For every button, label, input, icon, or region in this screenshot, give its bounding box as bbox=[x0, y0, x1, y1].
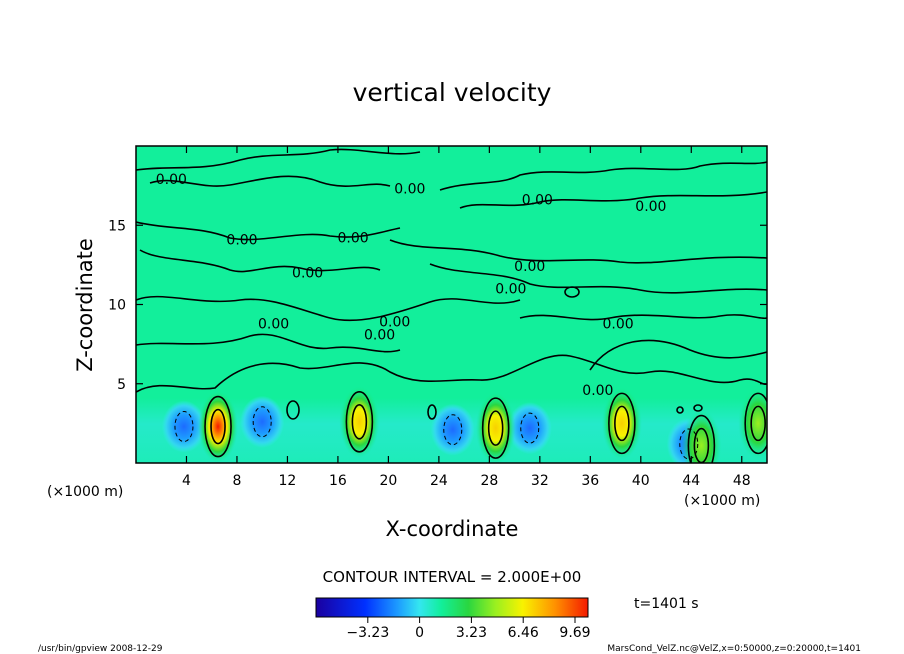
x-tick-label: 20 bbox=[379, 473, 397, 489]
downdraft-contour bbox=[252, 406, 272, 438]
updraft-cell bbox=[738, 387, 767, 460]
contour-label: 0.00 bbox=[514, 259, 545, 275]
updraft-inner-contour bbox=[351, 403, 368, 440]
contour-interval: CONTOUR INTERVAL = 2.000E+00 bbox=[323, 568, 582, 586]
updraft-cell bbox=[681, 409, 722, 463]
colorbar-tick-label: 0 bbox=[415, 625, 424, 641]
downdraft-cell bbox=[240, 395, 285, 448]
contour-loop bbox=[693, 404, 703, 412]
contour-line bbox=[136, 333, 401, 353]
contour-label: 0.00 bbox=[364, 327, 395, 343]
contour-line bbox=[459, 191, 767, 209]
x-tick-label: 48 bbox=[733, 473, 751, 489]
contour-label: 0.00 bbox=[522, 193, 553, 209]
contour-label: 0.00 bbox=[394, 182, 425, 198]
colorbar-ticks: −3.23 0 3.23 6.46 9.69 bbox=[346, 617, 591, 641]
footer-right: MarsCond_VelZ.nc@VelZ,x=0:50000,z=0:2000… bbox=[607, 644, 861, 654]
downdraft-cell bbox=[507, 402, 552, 455]
updraft-inner-contour bbox=[614, 405, 630, 442]
contour-loop bbox=[676, 406, 684, 414]
updraft-contour bbox=[744, 392, 767, 455]
contour-line bbox=[389, 239, 767, 264]
contour-line bbox=[429, 263, 767, 294]
contour-line bbox=[139, 249, 381, 273]
contour-line bbox=[149, 175, 391, 187]
contour-loop bbox=[427, 404, 437, 420]
contour-line bbox=[439, 161, 767, 191]
x-tick-label: 40 bbox=[632, 473, 650, 489]
velocity-field bbox=[136, 385, 767, 463]
contour-line bbox=[136, 221, 401, 241]
contour-line bbox=[519, 314, 767, 321]
updraft-contour bbox=[345, 390, 374, 453]
updraft-cell bbox=[475, 392, 516, 463]
contour-label: 0.00 bbox=[635, 199, 666, 215]
y-tick-label: 10 bbox=[108, 298, 126, 314]
x-unit-left: (×1000 m) bbox=[47, 484, 123, 500]
contour-line bbox=[589, 339, 767, 371]
contour-label: 0.00 bbox=[258, 316, 289, 332]
updraft-contour bbox=[481, 397, 510, 459]
contour-label: 0.00 bbox=[379, 315, 410, 331]
x-tick-label: 36 bbox=[581, 473, 599, 489]
x-axis: 4 8 12 16 20 24 28 32 36 40 44 48 bbox=[182, 146, 751, 489]
x-tick-label: 32 bbox=[531, 473, 549, 489]
contour-label: 0.00 bbox=[602, 316, 633, 332]
downdraft-contour bbox=[520, 412, 540, 444]
x-tick-label: 28 bbox=[480, 473, 498, 489]
updraft-contour bbox=[687, 414, 716, 463]
contour-label: 0.00 bbox=[495, 281, 526, 297]
downdraft-cell bbox=[430, 403, 475, 456]
colorbar-tick-label: −3.23 bbox=[346, 625, 389, 641]
time-label: t=1401 s bbox=[634, 596, 699, 612]
footer-left: /usr/bin/gpview 2008-12-29 bbox=[38, 644, 163, 654]
contour-loop bbox=[564, 286, 580, 298]
contour-line bbox=[136, 354, 767, 393]
y-tick-label: 15 bbox=[108, 218, 126, 234]
updraft-inner-contour bbox=[487, 410, 504, 446]
y-axis-label: Z-coordinate bbox=[73, 238, 97, 372]
contour-label: 0.00 bbox=[292, 266, 323, 282]
colorbar-tick-label: 6.46 bbox=[508, 625, 539, 641]
updraft-cell bbox=[198, 390, 239, 463]
x-tick-label: 24 bbox=[430, 473, 448, 489]
contour-label: 0.00 bbox=[337, 231, 368, 247]
downdraft-contour bbox=[679, 428, 699, 460]
downdraft-contour bbox=[443, 414, 463, 446]
updraft-contour bbox=[608, 392, 636, 455]
downdraft-cell bbox=[161, 400, 206, 453]
x-tick-label: 44 bbox=[682, 473, 700, 489]
contour-label: 0.00 bbox=[226, 232, 257, 248]
y-axis: 5 10 15 bbox=[108, 218, 767, 393]
plot-area: 0.000.000.00 0.000.00 0.000.00 0.000.000.00… bbox=[135, 145, 768, 464]
x-axis-label: X-coordinate bbox=[386, 517, 519, 541]
x-unit-right: (×1000 m) bbox=[684, 493, 760, 509]
colorbar-tick-label: 3.23 bbox=[456, 625, 487, 641]
chart-title: vertical velocity bbox=[353, 78, 552, 107]
contour-lines bbox=[136, 148, 767, 463]
contour-loop bbox=[286, 400, 300, 420]
updraft-inner-contour bbox=[210, 408, 226, 445]
x-tick-label: 4 bbox=[182, 473, 191, 489]
colorbar bbox=[315, 597, 589, 618]
contour-line bbox=[136, 148, 421, 171]
x-tick-label: 16 bbox=[329, 473, 347, 489]
x-tick-label: 12 bbox=[279, 473, 297, 489]
updraft-inner-contour bbox=[750, 405, 766, 442]
contour-labels: 0.000.000.00 0.000.00 0.000.00 0.000.000.00… bbox=[156, 172, 667, 399]
updraft-contour bbox=[204, 395, 232, 458]
x-tick-label: 8 bbox=[232, 473, 241, 489]
downdraft-contour bbox=[174, 411, 194, 443]
updraft-cell bbox=[339, 385, 380, 458]
y-tick-label: 5 bbox=[117, 377, 126, 393]
contour-label: 0.00 bbox=[582, 383, 613, 399]
colorbar-tick-label: 9.69 bbox=[559, 625, 590, 641]
contour-line bbox=[136, 295, 521, 322]
contour-label: 0.00 bbox=[156, 172, 187, 188]
